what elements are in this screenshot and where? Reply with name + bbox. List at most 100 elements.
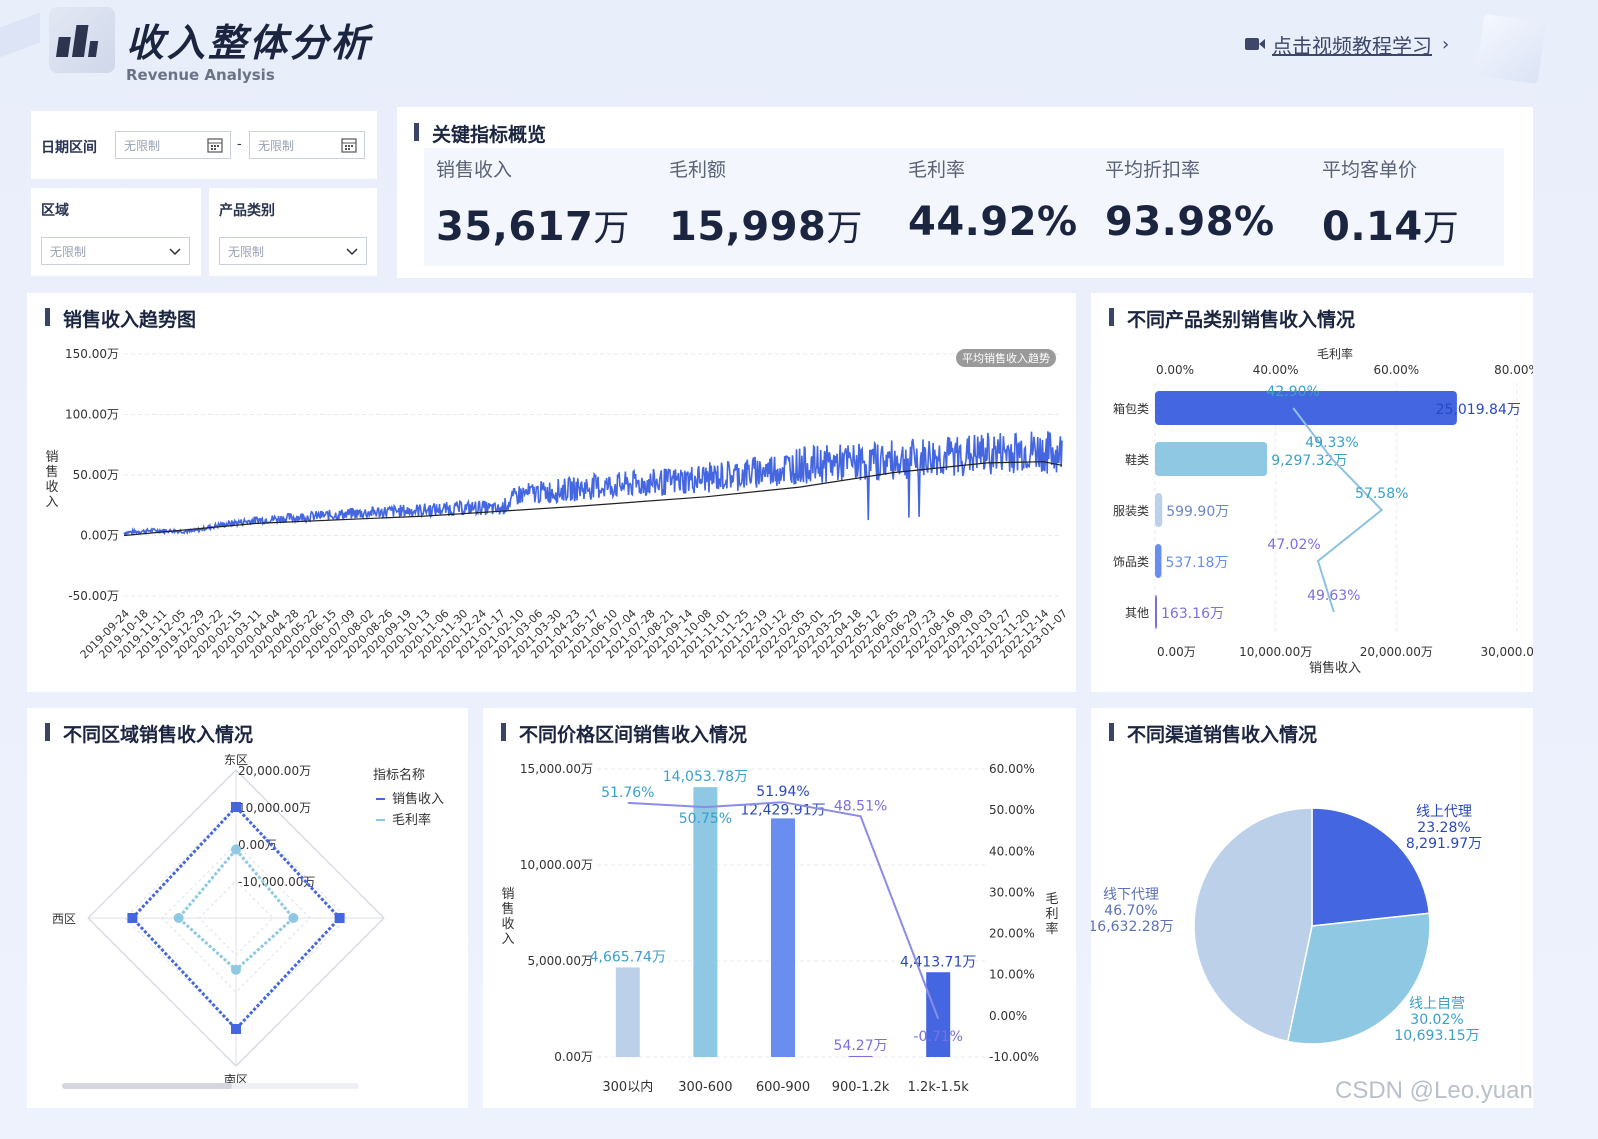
kpi-panel: 关键指标概览 销售收入 35,617万 毛利额 15,998万 毛利率 44.92% 平均折…: [397, 107, 1533, 278]
region-title: 不同区域销售收入情况: [44, 720, 253, 747]
bg-decoration-left: [0, 12, 40, 58]
kpi-label: 毛利率: [908, 159, 966, 181]
x-tick-label: 10,000.00万: [1239, 645, 1312, 659]
page-title: 收入整体分析: [126, 21, 373, 65]
radar-point: [173, 913, 184, 923]
category-label: 服装类: [1113, 504, 1149, 518]
margin-value-label: 42.90%: [1266, 384, 1319, 400]
region-chart: 东区南区西区20,000.00万10,000.00万0.00万-10,000.0…: [52, 753, 444, 1087]
pie-slice: [1286, 912, 1431, 1045]
kpi-card-area: [424, 148, 1504, 266]
margin-value-label: 51.76%: [601, 785, 654, 801]
kpi-label: 平均客单价: [1322, 159, 1418, 181]
x-tick-label: 900-1.2k: [832, 1080, 890, 1095]
date-end-placeholder: 无限制: [258, 138, 295, 153]
kpi-value-number: 15,998: [669, 204, 827, 250]
price-value-label: 4,665.74万: [590, 949, 666, 965]
pie-label-pct: 30.02%: [1410, 1012, 1463, 1028]
margin-value-label: 49.33%: [1305, 435, 1358, 451]
x2-tick-label: 60.00%: [1373, 363, 1419, 377]
date-start-input[interactable]: 无限制: [115, 131, 231, 159]
chevron-down-icon: [346, 248, 358, 256]
radar-axis-label: 东区: [224, 753, 248, 767]
price-bar: [848, 1055, 873, 1057]
trend-chart: 150.00万100.00万50.00万0.00万-50.00万销售收入2019…: [45, 347, 1070, 661]
y-axis-label: 销: [45, 450, 58, 465]
radar-scale-label: 20,000.00万: [238, 764, 311, 778]
trend-title: 销售收入趋势图: [44, 305, 196, 332]
y-axis-label: 入: [501, 932, 514, 947]
category-label: 其他: [1125, 606, 1149, 620]
category-value-label: 599.90万: [1166, 504, 1229, 520]
watermark: CSDN @Leo.yuan: [1335, 1077, 1533, 1104]
region-select-value: 无限制: [50, 244, 87, 259]
category-panel: 不同产品类别销售收入情况 0.00万 10,000.00万 20,000.00万 30…: [1091, 293, 1533, 692]
kpi-value: 15,998万: [669, 199, 863, 251]
y-tick-label: 10,000.00万: [520, 858, 593, 872]
margin-value-label: -0.71%: [913, 1029, 963, 1045]
video-camera-icon: [1245, 38, 1265, 50]
x2-axis-label: 毛利率: [1317, 346, 1353, 361]
kpi-label: 平均折扣率: [1105, 159, 1201, 181]
y2-tick-label: 10.00%: [989, 968, 1035, 982]
category-bar: [1155, 442, 1268, 476]
bg-decoration-cube: [1475, 13, 1547, 85]
y2-tick-label: 60.00%: [989, 762, 1035, 776]
kpi-label: 毛利额: [669, 159, 727, 181]
y2-tick-label: -10.00%: [989, 1050, 1039, 1064]
kpi-value-number: 0.14: [1322, 204, 1423, 250]
category-bar: [1155, 391, 1457, 425]
price-bar: [771, 818, 795, 1057]
channel-title: 不同渠道销售收入情况: [1108, 720, 1317, 747]
category-select[interactable]: 无限制: [219, 237, 367, 265]
kpi-value: 93.98%: [1105, 199, 1275, 245]
region-scrollbar-thumb[interactable]: [62, 1083, 232, 1089]
channel-panel: 不同渠道销售收入情况 线上代理 23.28% 8,291.97万 线上自营 30.02%…: [1091, 708, 1533, 1108]
region-scrollbar[interactable]: [62, 1083, 359, 1089]
region-filter-panel: 区域 无限制: [31, 188, 201, 276]
radar-point: [231, 802, 241, 812]
bar-chart-icon: [55, 25, 99, 57]
legend-item: 毛利率: [392, 812, 431, 828]
y2-tick-label: 50.00%: [989, 803, 1035, 817]
radar-point: [231, 964, 241, 975]
tutorial-link[interactable]: 点击视频教程学习 ›: [1244, 30, 1449, 58]
kpi-value: 35,617万: [436, 199, 630, 251]
kpi-value-number: 93.98%: [1105, 199, 1275, 245]
date-filter-label: 日期区间: [41, 140, 97, 156]
category-filter-panel: 产品类别 无限制: [209, 188, 377, 276]
trend-panel: 销售收入趋势图 150.00万 100.00万 50.00万 0.00万 -50.00万…: [27, 293, 1076, 692]
category-value-label: 163.16万: [1161, 606, 1224, 622]
region-select[interactable]: 无限制: [41, 237, 190, 265]
pie-label-value: 8,291.97万: [1406, 836, 1482, 852]
chevron-right-icon: ›: [1442, 33, 1450, 55]
y2-axis-label: 利: [1045, 907, 1058, 922]
margin-value-label: 47.02%: [1267, 537, 1320, 553]
radar-point: [231, 844, 241, 855]
page-subtitle: Revenue Analysis: [126, 66, 275, 84]
x-tick-label: 20,000.00万: [1360, 645, 1433, 659]
category-value-label: 9,297.32万: [1271, 453, 1347, 469]
date-end-input[interactable]: 无限制: [249, 131, 365, 159]
pie-slice: [1311, 807, 1431, 927]
kpi-value-unit: 万: [1422, 208, 1460, 249]
kpi-title: 关键指标概览: [413, 120, 546, 147]
sales-series-line: [123, 431, 1063, 536]
y-axis-label: 入: [45, 495, 58, 510]
calendar-icon: [207, 138, 223, 153]
x-tick-label: 600-900: [756, 1080, 810, 1095]
kpi-value-unit: 万: [593, 208, 630, 249]
category-bar: [1155, 595, 1157, 629]
radar-point: [334, 913, 345, 923]
category-value-label: 25,019.84万: [1436, 402, 1521, 418]
x-axis-label: 销售收入: [1309, 660, 1361, 676]
legend-item: 销售收入: [392, 791, 444, 807]
pie-slice: [1193, 807, 1313, 1043]
trend-average-line: [123, 461, 1063, 537]
y2-tick-label: 0.00%: [989, 1009, 1027, 1023]
x2-tick-label: 40.00%: [1253, 363, 1299, 377]
calendar-icon: [341, 138, 357, 153]
kpi-value-number: 35,617: [436, 204, 594, 250]
y2-tick-label: 30.00%: [989, 885, 1035, 899]
